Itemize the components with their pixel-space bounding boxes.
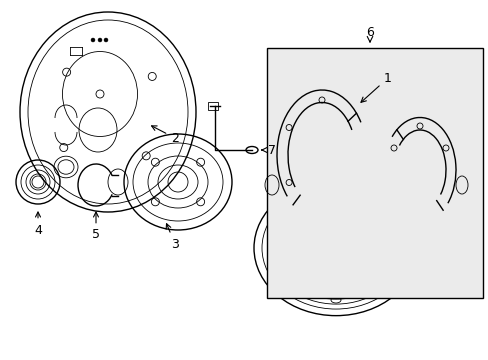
Circle shape — [98, 38, 102, 42]
Ellipse shape — [245, 147, 258, 153]
Text: 3: 3 — [166, 224, 179, 251]
Text: 6: 6 — [366, 26, 373, 39]
Bar — [207, 102, 218, 110]
Text: 4: 4 — [34, 212, 42, 237]
Text: 2: 2 — [151, 126, 179, 144]
Circle shape — [104, 38, 108, 42]
Circle shape — [91, 38, 95, 42]
Text: 5: 5 — [92, 212, 100, 242]
Bar — [266, 48, 482, 298]
Text: 7: 7 — [262, 144, 275, 157]
Text: 1: 1 — [360, 72, 391, 102]
